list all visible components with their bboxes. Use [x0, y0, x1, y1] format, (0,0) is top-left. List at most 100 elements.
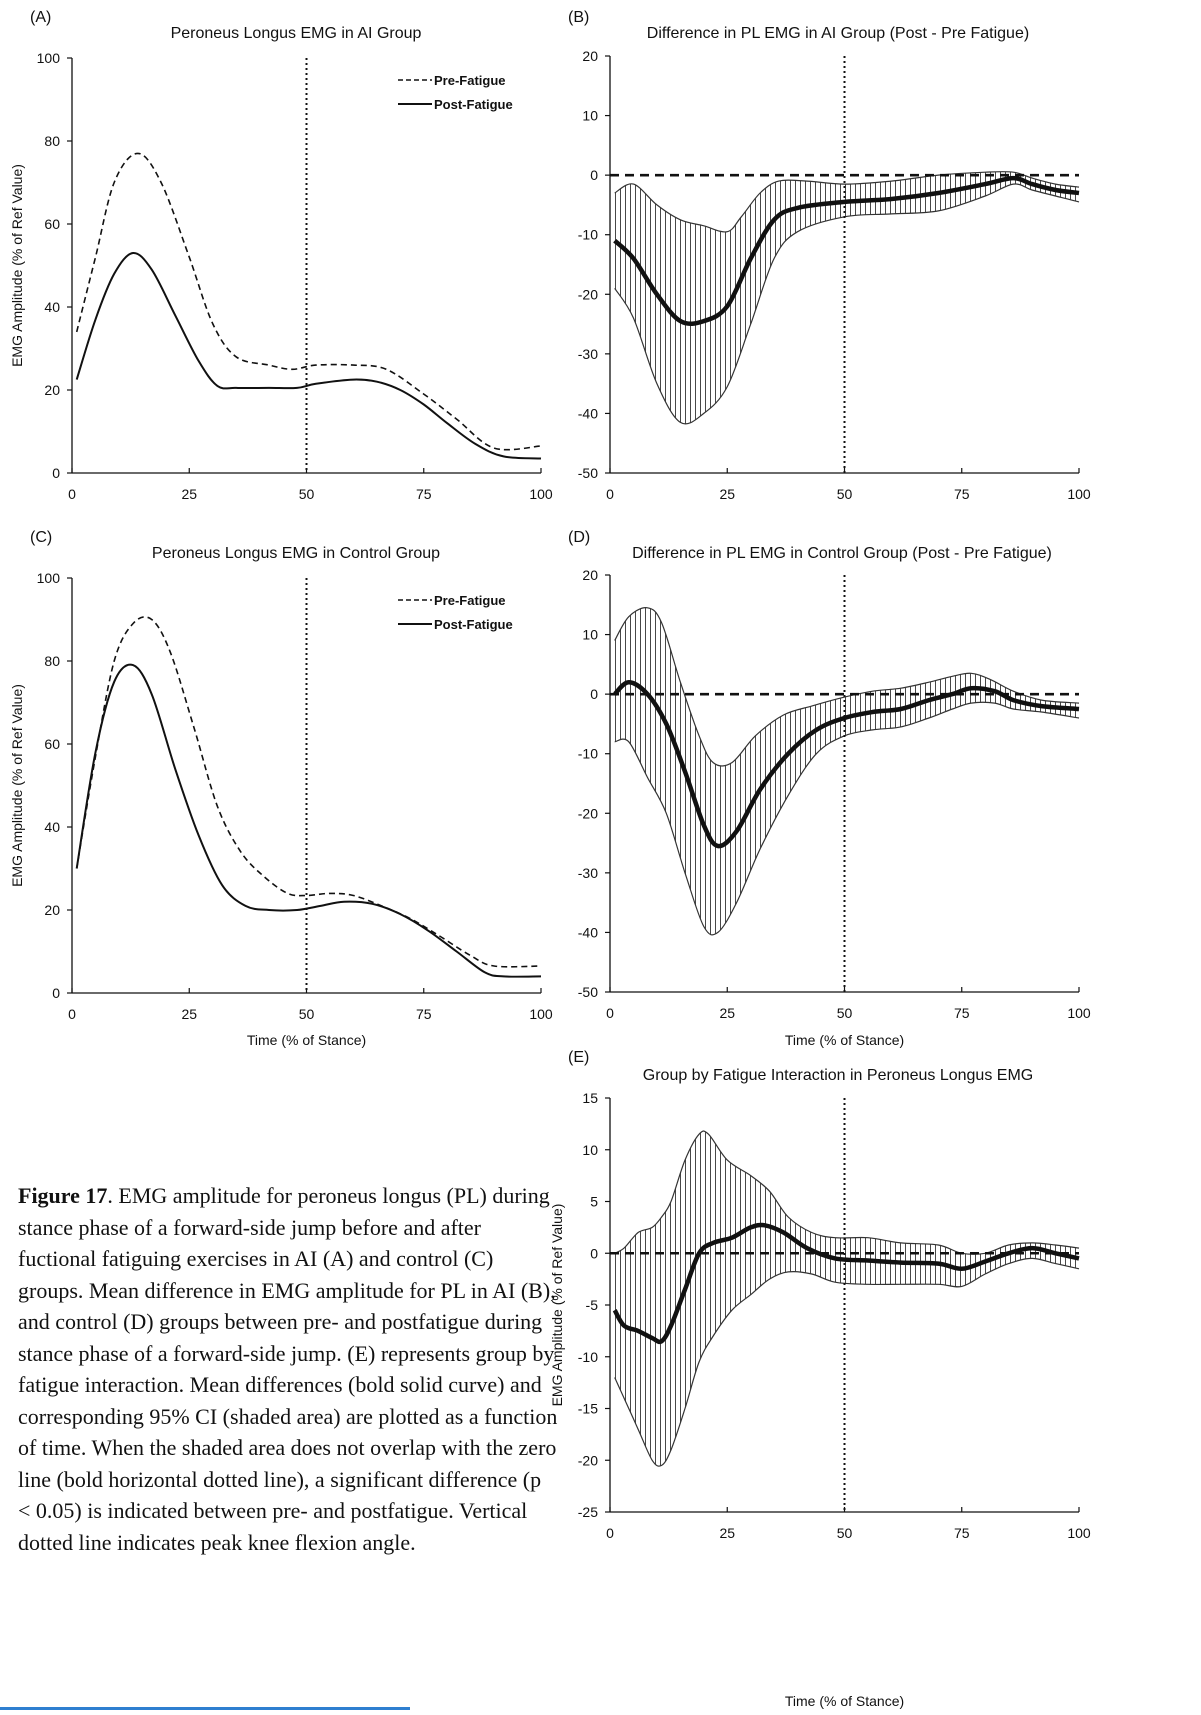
x-tick-label: 0 [68, 486, 76, 502]
chart-panel-1: (A) Peroneus Longus EMG in AI Group 0 20 40 6… [9, 9, 553, 502]
x-tick-label: 0 [606, 1525, 614, 1541]
legend-label: Pre-Fatigue [434, 73, 506, 88]
x-tick-label: 50 [837, 1005, 853, 1021]
y-tick-label: 40 [44, 819, 60, 835]
y-axis-label: EMG Amplitude (% of Ref Value) [549, 1204, 565, 1407]
y-tick-label: -50 [578, 465, 598, 481]
y-tick-label: 20 [582, 567, 598, 583]
y-tick-label: 0 [590, 686, 598, 702]
x-tick-label: 50 [837, 1525, 853, 1541]
x-axis-label: Time (% of Stance) [785, 1032, 904, 1048]
x-tick-label: 25 [181, 1006, 197, 1022]
x-tick-label: 75 [416, 486, 432, 502]
y-tick-label: 60 [44, 216, 60, 232]
x-tick-label: 25 [719, 486, 735, 502]
panel-label: (B) [568, 9, 589, 26]
y-tick-label: -30 [578, 865, 598, 881]
x-tick-label: 0 [606, 486, 614, 502]
series-line-1 [75, 616, 542, 968]
x-tick-label: 50 [299, 1006, 315, 1022]
y-tick-label: 10 [582, 108, 598, 124]
chart-panel-2: (B) Difference in PL EMG in AI Group (Pos… [568, 9, 1091, 502]
y-tick-label: 0 [590, 167, 598, 183]
x-tick-label: 100 [1067, 1005, 1091, 1021]
y-axis-label: EMG Amplitude (% of Ref Value) [9, 164, 25, 367]
y-tick-label: 20 [44, 382, 60, 398]
legend-label: Post-Fatigue [434, 617, 513, 632]
x-axis-label: Time (% of Stance) [247, 1032, 366, 1048]
chart-panel-4: (D) Difference in PL EMG in Control Group… [568, 529, 1091, 1048]
chart-title: Peroneus Longus EMG in AI Group [171, 25, 422, 42]
y-tick-label: 0 [52, 465, 60, 481]
x-tick-label: 100 [1067, 1525, 1091, 1541]
x-tick-label: 100 [1067, 486, 1091, 502]
y-tick-label: -50 [578, 984, 598, 1000]
mean-difference-curve [613, 175, 1080, 326]
y-tick-label: 100 [37, 570, 61, 586]
x-tick-label: 25 [719, 1525, 735, 1541]
y-tick-label: -30 [578, 346, 598, 362]
panel-label: (E) [568, 1049, 589, 1066]
x-tick-label: 50 [299, 486, 315, 502]
legend-label: Pre-Fatigue [434, 593, 506, 608]
mean-difference-curve [612, 1222, 1080, 1345]
y-tick-label: -20 [578, 286, 598, 302]
y-tick-label: -40 [578, 924, 598, 940]
y-tick-label: -40 [578, 405, 598, 421]
y-tick-label: -20 [578, 805, 598, 821]
y-tick-label: 15 [582, 1090, 598, 1106]
series-line-2 [75, 251, 542, 460]
y-axis-label: EMG Amplitude (% of Ref Value) [9, 684, 25, 887]
y-tick-label: 60 [44, 736, 60, 752]
x-tick-label: 100 [529, 1006, 553, 1022]
panel-label: (C) [30, 529, 52, 546]
x-tick-label: 75 [416, 1006, 432, 1022]
chart-title: Peroneus Longus EMG in Control Group [152, 545, 440, 562]
x-tick-label: 0 [68, 1006, 76, 1022]
y-tick-label: 0 [52, 985, 60, 1001]
caption-label: Figure 17 [18, 1183, 108, 1208]
chart-title: Difference in PL EMG in Control Group (P… [632, 545, 1052, 562]
y-tick-label: -10 [578, 227, 598, 243]
chart-title: Group by Fatigue Interaction in Peroneus… [643, 1067, 1033, 1084]
panel-label: (A) [30, 9, 51, 26]
x-tick-label: 50 [837, 486, 853, 502]
y-tick-label: -10 [578, 1349, 598, 1365]
x-axis-label: Time (% of Stance) [785, 1693, 904, 1709]
chart-title: Difference in PL EMG in AI Group (Post -… [647, 25, 1029, 42]
y-tick-label: 80 [44, 133, 60, 149]
x-tick-label: 75 [954, 1525, 970, 1541]
ci-upper-line [614, 171, 1080, 233]
panel-label: (D) [568, 529, 590, 546]
ci-upper-line [614, 607, 1080, 767]
x-tick-label: 25 [181, 486, 197, 502]
series-line-1 [75, 152, 542, 451]
ci-lower-line [614, 1257, 1080, 1467]
figure-caption: Figure 17. EMG amplitude for peroneus lo… [18, 1180, 558, 1558]
y-tick-label: 20 [582, 48, 598, 64]
y-tick-label: 10 [582, 1142, 598, 1158]
y-tick-label: 5 [590, 1194, 598, 1210]
y-tick-label: -20 [578, 1452, 598, 1468]
ci-lower-line [614, 183, 1080, 425]
y-tick-label: -25 [578, 1504, 598, 1520]
y-tick-label: 20 [44, 902, 60, 918]
x-tick-label: 75 [954, 486, 970, 502]
x-tick-label: 100 [529, 486, 553, 502]
ci-band [614, 1130, 1079, 1467]
ci-lower-line [614, 701, 1080, 936]
chart-panel-3: (C) Peroneus Longus EMG in Control Group 0… [9, 529, 553, 1048]
y-tick-label: -10 [578, 746, 598, 762]
y-tick-label: 0 [590, 1245, 598, 1261]
y-tick-label: 10 [582, 627, 598, 643]
ci-band [614, 171, 1079, 424]
x-tick-label: 25 [719, 1005, 735, 1021]
y-tick-label: 40 [44, 299, 60, 315]
y-tick-label: -5 [586, 1297, 599, 1313]
x-tick-label: 0 [606, 1005, 614, 1021]
series-line-2 [75, 663, 542, 978]
x-tick-label: 75 [954, 1005, 970, 1021]
y-tick-label: 80 [44, 653, 60, 669]
legend-label: Post-Fatigue [434, 97, 513, 112]
